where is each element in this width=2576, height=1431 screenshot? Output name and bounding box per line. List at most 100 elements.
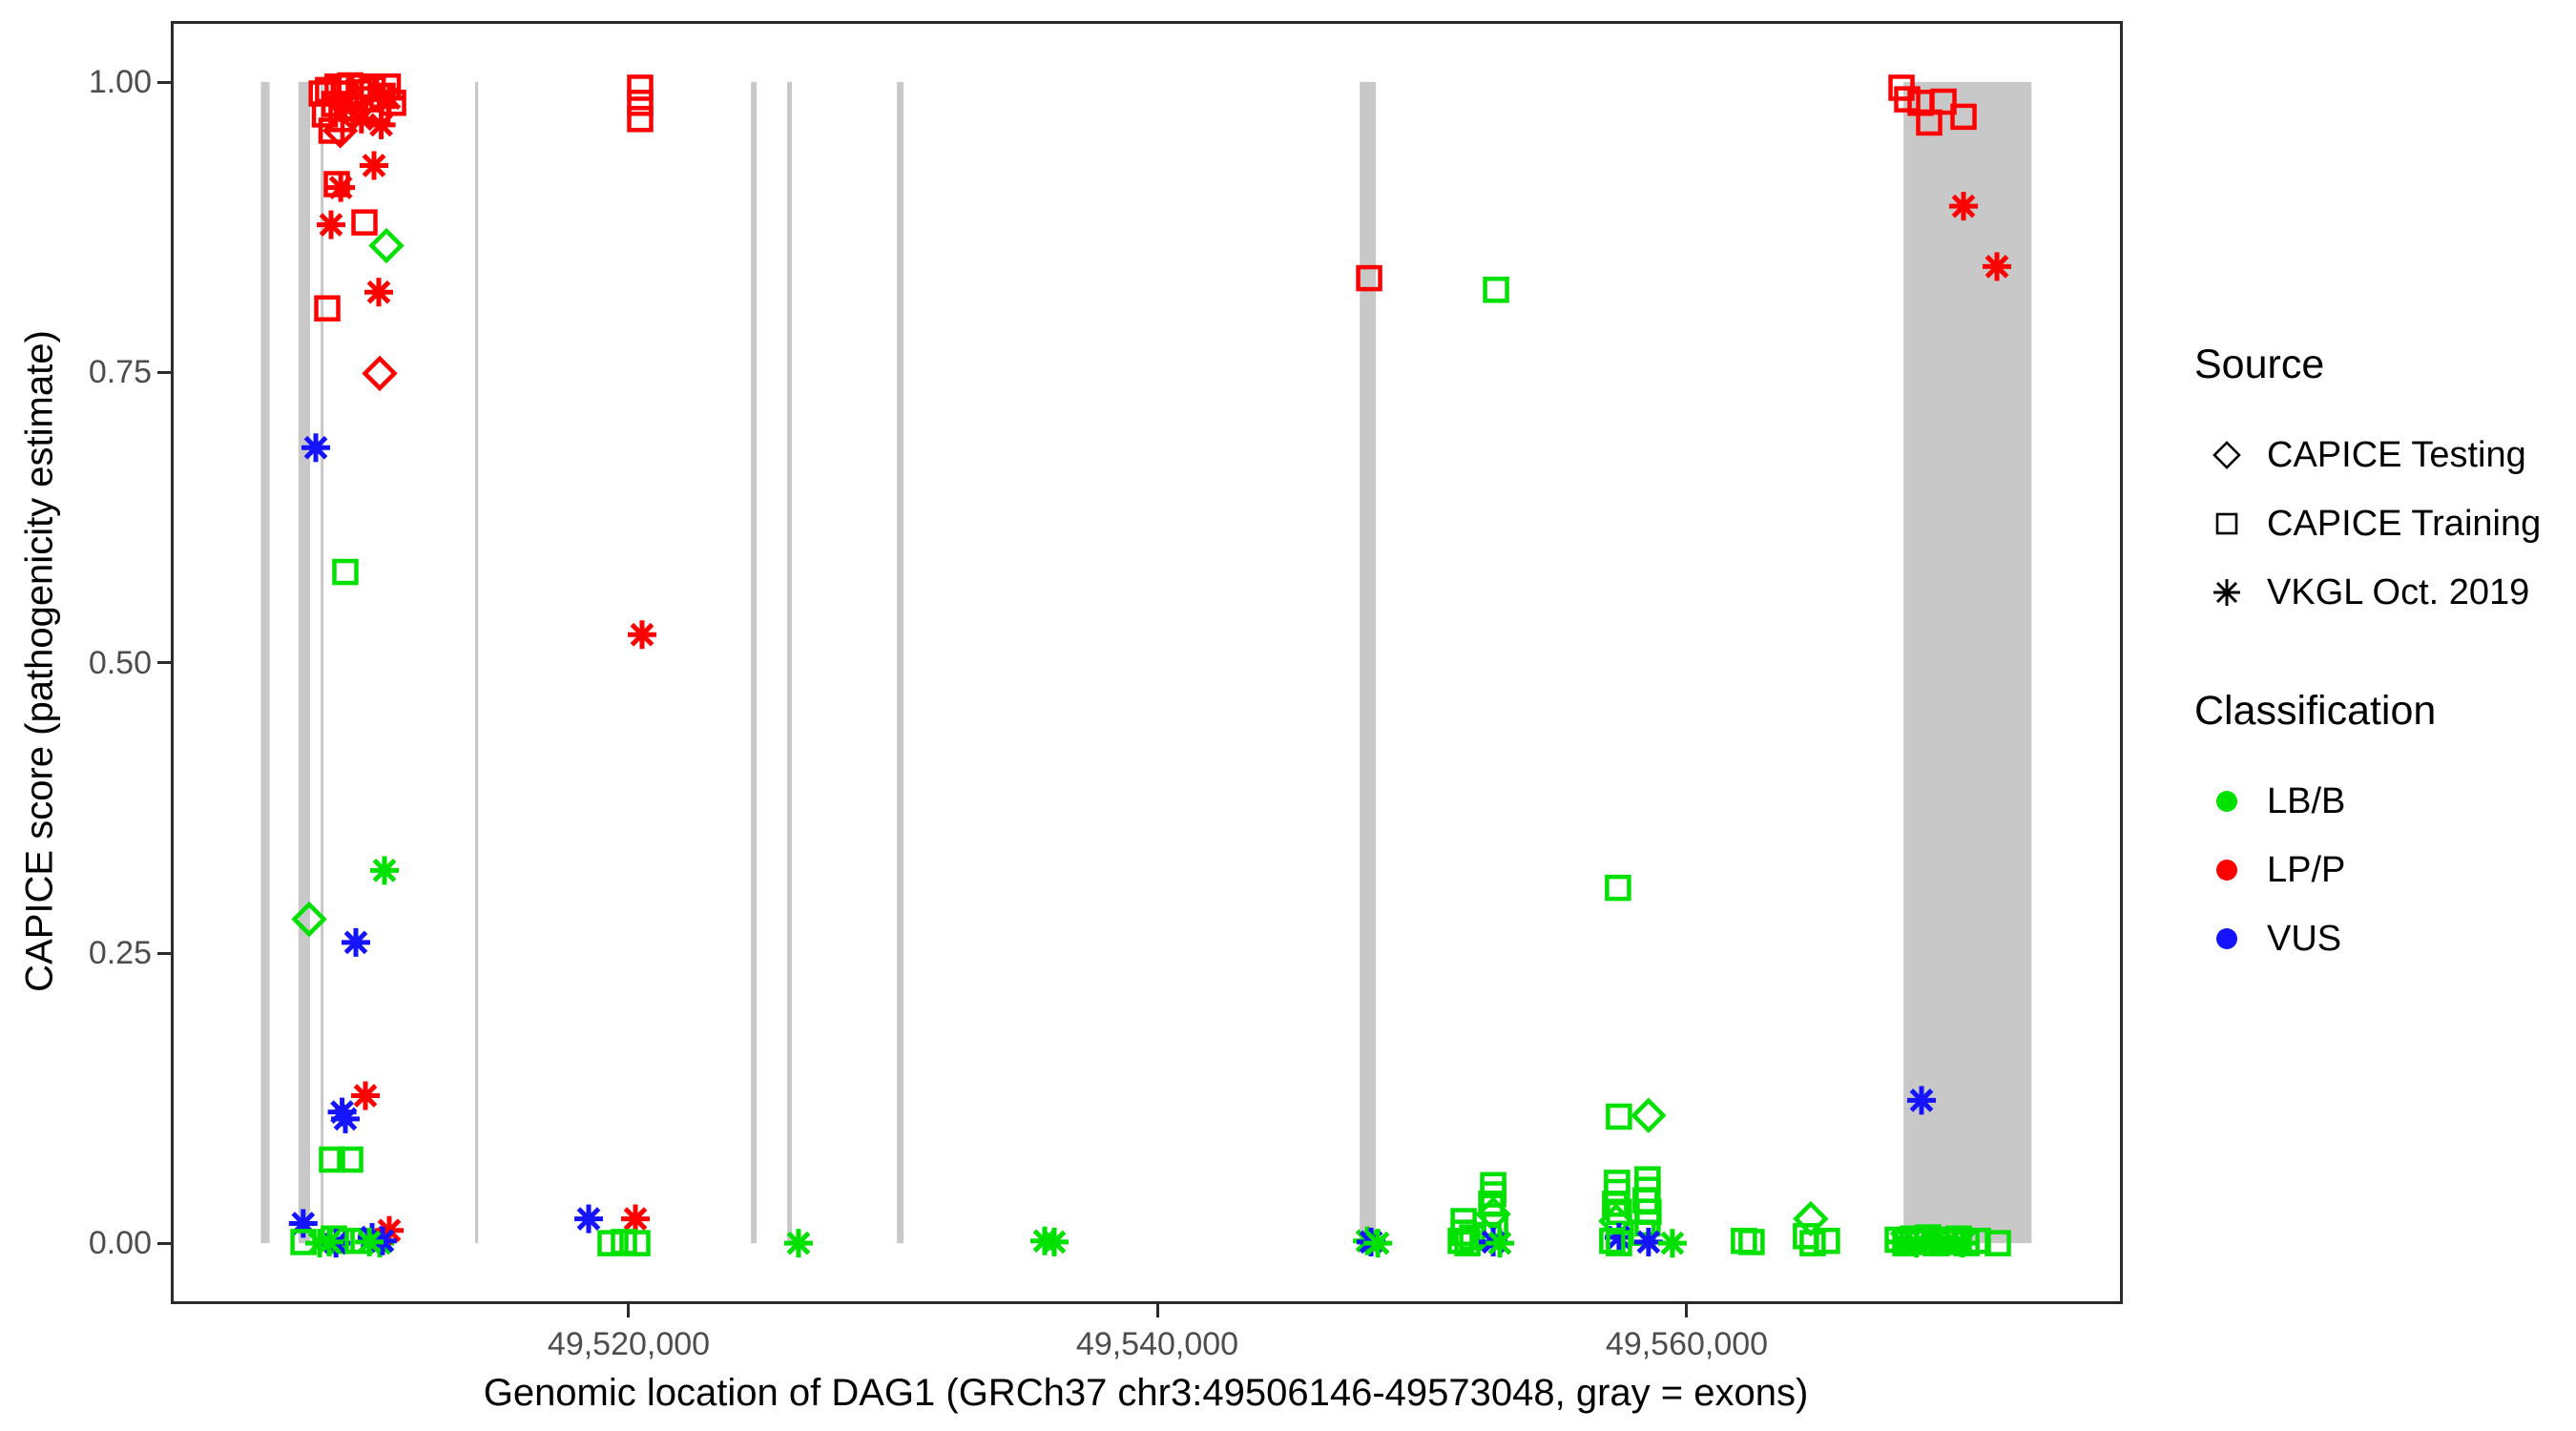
legend-item-label: LP/P [2267,849,2346,890]
exon-bar [897,81,904,1244]
data-point [627,90,654,116]
exon-bar [751,81,758,1244]
data-point [326,173,356,202]
y-tick-mark [157,1242,171,1245]
y-tick-mark [157,371,171,374]
data-point [1983,252,2012,281]
y-tick-mark [157,661,171,664]
x-tick-label: 49,560,000 [1605,1326,1769,1362]
data-point [1984,1230,2011,1256]
data-point [319,1146,345,1173]
exon-bar [260,81,270,1244]
legend-classification-title: Classification [2194,688,2437,734]
x-tick-label: 49,520,000 [547,1326,711,1362]
x-tick-mark [1685,1304,1688,1317]
data-point [1799,1230,1826,1256]
asterisk-icon [2202,575,2252,610]
data-point [627,106,654,133]
legend-source-title: Source [2194,342,2325,387]
data-point [366,110,396,139]
exon-bar [474,81,479,1244]
data-point [1633,1227,1663,1256]
data-point [1738,1229,1765,1255]
legend-item-label: CAPICE Training [2267,503,2542,544]
plot-area [260,72,2032,1258]
data-point [355,1227,384,1256]
data-point [1356,264,1382,292]
data-point [351,1081,381,1110]
data-point [301,433,330,463]
data-point [1901,1229,1931,1258]
data-point [1916,109,1942,136]
data-point [341,927,370,957]
data-point [1907,1086,1937,1115]
data-point [1950,103,1977,131]
x-tick-mark [1156,1304,1159,1317]
data-point [1814,1227,1840,1255]
x-tick-mark [627,1304,630,1317]
data-point [624,1230,651,1256]
data-point [337,1146,364,1173]
data-point [323,171,350,197]
data-point [627,620,656,650]
data-point [1949,192,1979,221]
legend: Source CAPICE Testing CAPICE Training [2194,342,2566,973]
y-tick-label: 1.00 [88,64,152,100]
legend-item-capice-training: CAPICE Training [2194,489,2566,558]
legend-item-label: CAPICE Testing [2267,434,2526,475]
data-point [597,1230,624,1256]
data-point [314,295,341,321]
legend-item-capice-testing: CAPICE Testing [2194,421,2566,489]
data-point [573,1204,603,1234]
data-point [1039,1227,1069,1256]
green-dot-icon [2202,791,2252,812]
data-point [627,74,654,101]
exon-bar [1903,81,2032,1244]
data-point [1657,1229,1687,1258]
data-point [374,83,404,113]
plot-panel [171,21,2123,1304]
legend-item-label: LB/B [2267,780,2346,821]
legend-item-lpp: LP/P [2194,836,2566,904]
data-point [314,1227,343,1256]
data-point [322,113,359,149]
y-tick-mark [157,81,171,84]
y-tick-label: 0.75 [88,354,152,390]
data-point [291,901,327,938]
blue-dot-icon [2202,928,2252,949]
data-point [351,209,378,236]
exon-bar [321,81,324,1244]
y-tick-label: 0.50 [88,645,152,681]
legend-item-label: VUS [2267,918,2342,959]
legend-item-lbb: LB/B [2194,767,2566,836]
data-point [316,210,345,239]
data-point [620,1204,650,1234]
data-point [1363,1229,1393,1258]
data-point [1599,1227,1626,1255]
data-point [332,558,359,586]
data-point [364,278,393,307]
data-point [370,856,400,885]
data-point [362,355,398,392]
data-point [1485,1229,1515,1258]
x-axis-title: Genomic location of DAG1 (GRCh37 chr3:49… [483,1372,1809,1414]
data-point [611,1229,637,1255]
legend-item-label: VKGL Oct. 2019 [2267,571,2530,612]
data-point [783,1229,813,1258]
y-tick-label: 0.00 [88,1225,152,1261]
exon-bar [298,81,311,1244]
legend-item-vkgl: VKGL Oct. 2019 [2194,558,2566,627]
data-point [1894,86,1921,113]
data-point [1605,874,1631,902]
red-dot-icon [2202,860,2252,881]
data-point [1483,277,1509,303]
diamond-icon [2202,439,2252,471]
exon-bar [1360,81,1377,1244]
data-point [327,1097,357,1127]
data-point [1602,1190,1629,1217]
square-icon [2202,508,2252,540]
legend-spacer [2194,627,2566,688]
data-point [329,92,359,121]
data-point [360,151,389,180]
